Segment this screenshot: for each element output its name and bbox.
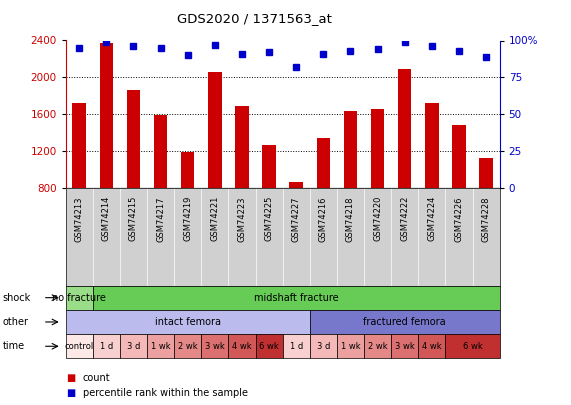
Text: 2 wk: 2 wk [368, 342, 387, 351]
Text: fractured femora: fractured femora [363, 317, 446, 327]
Text: time: time [3, 341, 25, 351]
Text: GSM74223: GSM74223 [238, 196, 247, 242]
Bar [452, 126, 466, 188]
Text: 3 wk: 3 wk [395, 342, 415, 351]
Text: GSM74221: GSM74221 [210, 196, 219, 241]
Text: 6 wk: 6 wk [259, 342, 279, 351]
Text: GSM74217: GSM74217 [156, 196, 165, 242]
Text: GSM74220: GSM74220 [373, 196, 382, 241]
Text: GDS2020 / 1371563_at: GDS2020 / 1371563_at [176, 12, 332, 25]
Text: GSM74218: GSM74218 [346, 196, 355, 242]
Bar [479, 158, 493, 188]
Bar [208, 72, 222, 188]
Text: other: other [3, 317, 29, 327]
Text: 6 wk: 6 wk [463, 342, 482, 351]
Text: 4 wk: 4 wk [422, 342, 441, 351]
Text: intact femora: intact femora [155, 317, 221, 327]
Text: ■: ■ [66, 388, 75, 398]
Text: GSM74228: GSM74228 [481, 196, 490, 242]
Text: percentile rank within the sample: percentile rank within the sample [83, 388, 248, 398]
Text: GSM74227: GSM74227 [292, 196, 301, 242]
Text: GSM74219: GSM74219 [183, 196, 192, 241]
Text: count: count [83, 373, 110, 383]
Bar [99, 43, 113, 188]
Text: 1 d: 1 d [100, 342, 113, 351]
Bar [371, 109, 384, 188]
Text: GSM74226: GSM74226 [455, 196, 464, 242]
Bar [262, 145, 276, 188]
Text: GSM74225: GSM74225 [264, 196, 274, 241]
Text: ■: ■ [66, 373, 75, 383]
Bar [154, 115, 167, 188]
Text: GSM74216: GSM74216 [319, 196, 328, 242]
Bar [344, 111, 357, 188]
Bar [289, 182, 303, 188]
Text: GSM74222: GSM74222 [400, 196, 409, 241]
Bar [73, 103, 86, 188]
Bar [235, 106, 249, 188]
Bar [398, 69, 412, 188]
Text: 3 d: 3 d [317, 342, 330, 351]
Text: 3 d: 3 d [127, 342, 140, 351]
Text: control: control [65, 342, 94, 351]
Bar [127, 90, 140, 188]
Text: GSM74214: GSM74214 [102, 196, 111, 241]
Text: GSM74215: GSM74215 [129, 196, 138, 241]
Text: 1 wk: 1 wk [341, 342, 360, 351]
Text: GSM74224: GSM74224 [427, 196, 436, 241]
Text: midshaft fracture: midshaft fracture [254, 293, 339, 303]
Text: 3 wk: 3 wk [205, 342, 225, 351]
Text: GSM74213: GSM74213 [75, 196, 84, 242]
Bar [316, 139, 330, 188]
Bar [425, 103, 439, 188]
Text: shock: shock [3, 293, 31, 303]
Text: 1 d: 1 d [289, 342, 303, 351]
Text: 2 wk: 2 wk [178, 342, 198, 351]
Text: no fracture: no fracture [53, 293, 106, 303]
Bar [181, 152, 195, 188]
Text: 4 wk: 4 wk [232, 342, 252, 351]
Text: 1 wk: 1 wk [151, 342, 170, 351]
